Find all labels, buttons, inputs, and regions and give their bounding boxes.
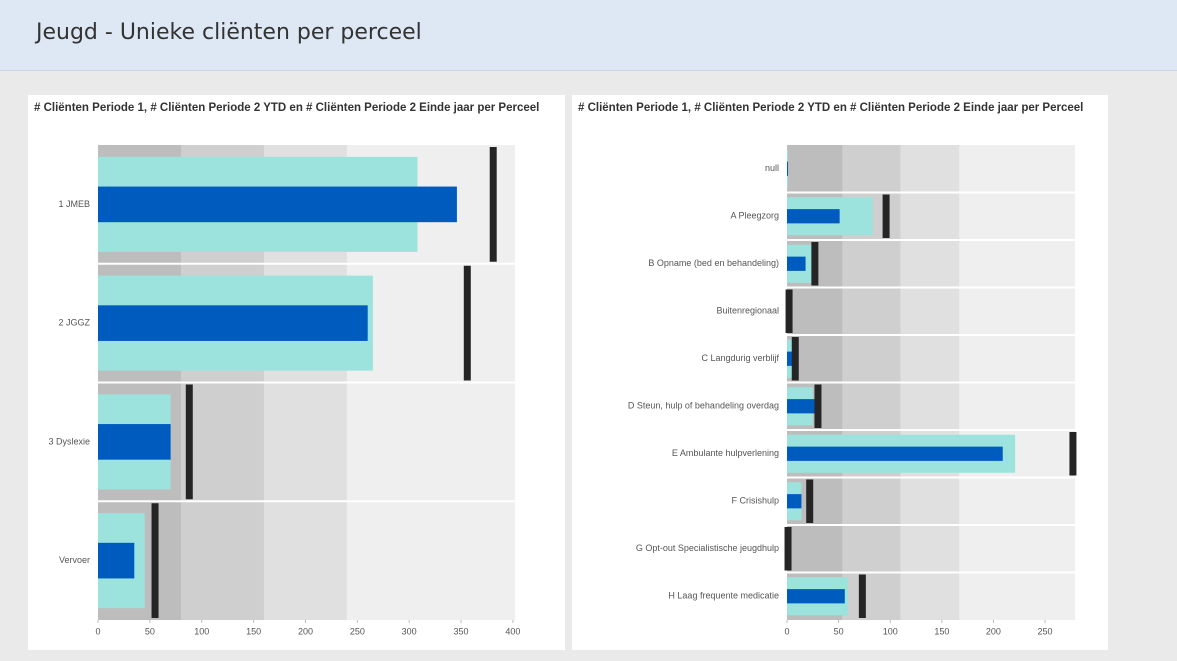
value-bar xyxy=(98,305,368,341)
panel: # Cliënten Periode 1, # Cliënten Periode… xyxy=(572,95,1108,650)
category-label: G Opt-out Specialistische jeugdhulp xyxy=(636,543,779,553)
target-marker xyxy=(185,384,193,500)
x-tick-label: 400 xyxy=(505,626,520,636)
target-marker xyxy=(882,194,890,238)
category-label: Buitenregionaal xyxy=(716,306,779,316)
x-tick-label: 200 xyxy=(298,626,313,636)
target-marker xyxy=(785,289,793,333)
value-bar xyxy=(98,186,457,223)
value-bar xyxy=(787,351,795,366)
x-tick-label: 150 xyxy=(246,626,261,636)
x-tick-label: 250 xyxy=(1038,626,1053,636)
category-label: 1 JMEB xyxy=(58,199,90,209)
category-label: Vervoer xyxy=(59,555,90,565)
target-marker xyxy=(784,527,792,571)
x-tick-label: 200 xyxy=(986,626,1001,636)
x-tick-label: 100 xyxy=(883,626,898,636)
x-tick-label: 100 xyxy=(194,626,209,636)
value-bar xyxy=(787,446,1003,461)
target-marker xyxy=(791,337,799,381)
category-label: E Ambulante hulpverlening xyxy=(672,448,779,458)
x-tick-label: 300 xyxy=(402,626,417,636)
x-tick-label: 50 xyxy=(145,626,155,636)
target-marker xyxy=(1069,432,1077,476)
value-bar xyxy=(98,424,171,460)
target-marker xyxy=(463,265,471,381)
value-bar xyxy=(787,589,845,604)
category-label: 3 Dyslexie xyxy=(48,436,90,446)
value-bar xyxy=(98,542,135,579)
x-tick-label: 0 xyxy=(95,626,100,636)
target-marker xyxy=(151,503,159,618)
value-bar xyxy=(787,209,840,224)
category-label: B Opname (bed en behandeling) xyxy=(648,258,779,268)
chart: null A Pleegzorg B Opname (bed en behandel… xyxy=(628,145,1077,636)
value-bar xyxy=(787,161,789,176)
category-label: H Laag frequente medicatie xyxy=(668,591,779,601)
chart-title: # Cliënten Periode 1, # Cliënten Periode… xyxy=(578,102,1084,114)
target-marker xyxy=(814,384,822,428)
x-tick-label: 0 xyxy=(784,626,789,636)
value-bar xyxy=(787,399,815,414)
category-label: null xyxy=(765,163,779,173)
target-marker xyxy=(489,147,497,262)
x-tick-label: 150 xyxy=(934,626,949,636)
category-label: 2 JGGZ xyxy=(58,318,90,328)
target-marker xyxy=(858,574,866,618)
value-bar xyxy=(787,256,806,271)
category-label: C Langdurig verblijf xyxy=(701,353,779,363)
chart-title: # Cliënten Periode 1, # Cliënten Periode… xyxy=(34,102,540,114)
value-bar xyxy=(787,494,802,509)
panel: # Cliënten Periode 1, # Cliënten Periode… xyxy=(28,95,565,650)
x-tick-label: 50 xyxy=(834,626,844,636)
category-label: A Pleegzorg xyxy=(730,211,779,221)
category-label: D Steun, hulp of behandeling overdag xyxy=(628,401,779,411)
target-marker xyxy=(806,479,814,523)
chart: 1 JMEB 2 JGGZ 3 Dyslexie Vervoer 0 50 100 150 20… xyxy=(48,145,520,636)
target-marker xyxy=(811,242,819,286)
header: Jeugd - Unieke cliënten per perceel xyxy=(0,0,1177,71)
x-tick-label: 350 xyxy=(454,626,469,636)
category-label: F Crisishulp xyxy=(731,496,779,506)
x-tick-label: 250 xyxy=(350,626,365,636)
page-title: Jeugd - Unieke cliënten per perceel xyxy=(36,20,422,45)
